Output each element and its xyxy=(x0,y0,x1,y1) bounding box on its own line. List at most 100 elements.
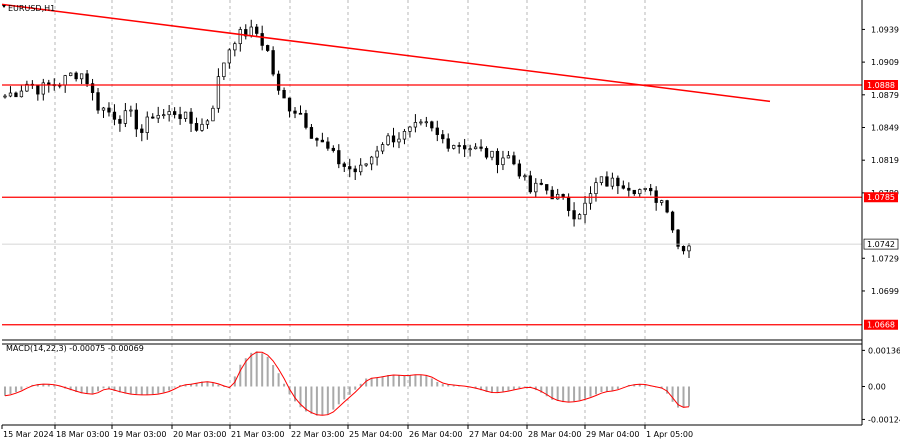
candle-body xyxy=(101,107,106,111)
candle-body xyxy=(222,62,226,77)
candle-body xyxy=(588,193,593,204)
candle-body xyxy=(517,163,522,177)
price-pane[interactable] xyxy=(1,3,862,326)
x-tick-label: 29 Mar 04:00 xyxy=(586,430,639,439)
x-tick-label: 26 Mar 04:00 xyxy=(409,430,462,439)
candle-body xyxy=(632,189,636,195)
candle-body xyxy=(391,135,396,143)
candle-body xyxy=(167,111,171,116)
candle-body xyxy=(41,82,45,95)
candle-body xyxy=(47,82,51,85)
candle-body xyxy=(676,229,680,247)
macd-y-tick-label: -0.00124 xyxy=(868,415,900,424)
candle-body xyxy=(506,155,511,159)
candle-body xyxy=(298,112,303,115)
candle-body xyxy=(545,184,549,191)
y-tick-label: 1.0699 xyxy=(871,287,899,296)
candle-body xyxy=(528,175,532,193)
candle-body xyxy=(309,127,314,139)
y-tick-label: 1.0849 xyxy=(871,124,899,133)
macd-label: MACD(14,22,3) -0.00075 -0.00069 xyxy=(6,344,144,353)
candle-body xyxy=(134,109,138,130)
x-tick-label: 19 Mar 03:00 xyxy=(113,430,166,439)
candle-body xyxy=(227,49,232,64)
level-price-label: 1.0888 xyxy=(867,81,895,90)
candle-body xyxy=(468,148,472,151)
candle-body xyxy=(577,214,582,220)
candle-body xyxy=(156,114,160,119)
candle-body xyxy=(380,144,385,152)
symbol-dropdown-icon[interactable] xyxy=(2,5,6,8)
candle-body xyxy=(14,92,18,98)
level-price-label: 1.0785 xyxy=(867,193,895,202)
candle-body xyxy=(342,163,346,167)
candle-body xyxy=(572,210,576,220)
candle-body xyxy=(643,187,647,190)
macd-y-tick-label: 0.00136 xyxy=(868,346,900,355)
candle-body xyxy=(200,123,204,131)
candle-body xyxy=(194,123,199,131)
candle-body xyxy=(315,138,319,141)
y-tick-label: 1.0819 xyxy=(871,156,899,165)
candle-body xyxy=(408,126,412,132)
candle-body xyxy=(19,90,24,98)
trend-line xyxy=(1,3,771,103)
candle-body xyxy=(25,83,29,92)
candle-body xyxy=(189,111,193,124)
candle-body xyxy=(205,120,210,125)
candle-body xyxy=(337,150,341,165)
candle-body xyxy=(462,145,467,150)
candle-body xyxy=(446,138,450,149)
candle-body xyxy=(435,127,439,135)
candle-body xyxy=(359,164,363,173)
candle-body xyxy=(386,135,390,145)
candle-body xyxy=(452,145,456,149)
macd-y-tick-label: 0.00 xyxy=(868,382,886,391)
candle-body xyxy=(140,128,144,133)
candle-body xyxy=(271,50,275,75)
candle-body xyxy=(419,121,423,124)
x-tick-label: 28 Mar 04:00 xyxy=(528,430,581,439)
candle-body xyxy=(238,29,242,45)
candle-body xyxy=(621,185,625,189)
candle-body xyxy=(610,177,615,187)
candle-body xyxy=(3,95,7,98)
x-tick-label: 25 Mar 04:00 xyxy=(349,430,402,439)
candle-body xyxy=(424,121,428,124)
level-price-box xyxy=(864,192,898,203)
candle-body xyxy=(162,114,166,117)
candle-body xyxy=(539,182,543,185)
candle-body xyxy=(605,176,609,187)
candle-body xyxy=(550,189,554,200)
candle-body xyxy=(79,73,84,80)
x-tick-label: 18 Mar 03:00 xyxy=(56,430,109,439)
candle-body xyxy=(183,111,188,119)
x-tick-label: 27 Mar 04:00 xyxy=(469,430,522,439)
candle-body xyxy=(107,107,111,113)
level-price-box xyxy=(864,319,898,330)
candle-body xyxy=(659,200,664,203)
candle-body xyxy=(402,131,407,140)
candle-body xyxy=(287,97,292,112)
symbol-label: EURUSD,H1 xyxy=(8,4,55,13)
macd-pane[interactable] xyxy=(4,351,690,416)
candle-body xyxy=(369,156,374,165)
candle-body xyxy=(479,146,483,149)
candle-body xyxy=(36,85,40,95)
candle-body xyxy=(441,134,445,140)
candle-body xyxy=(331,147,335,151)
candle-body xyxy=(599,176,604,183)
candle-body xyxy=(85,73,89,85)
candle-body xyxy=(96,92,100,111)
candle-body xyxy=(74,72,78,80)
candle-body xyxy=(681,245,686,252)
candle-body xyxy=(266,45,270,51)
candle-body xyxy=(304,113,308,128)
candle-body xyxy=(512,155,516,165)
candle-body xyxy=(244,29,248,37)
current-price-box xyxy=(863,238,899,250)
y-tick-label: 1.0939 xyxy=(871,25,899,34)
candle-body xyxy=(8,92,13,97)
candle-body xyxy=(490,150,494,158)
